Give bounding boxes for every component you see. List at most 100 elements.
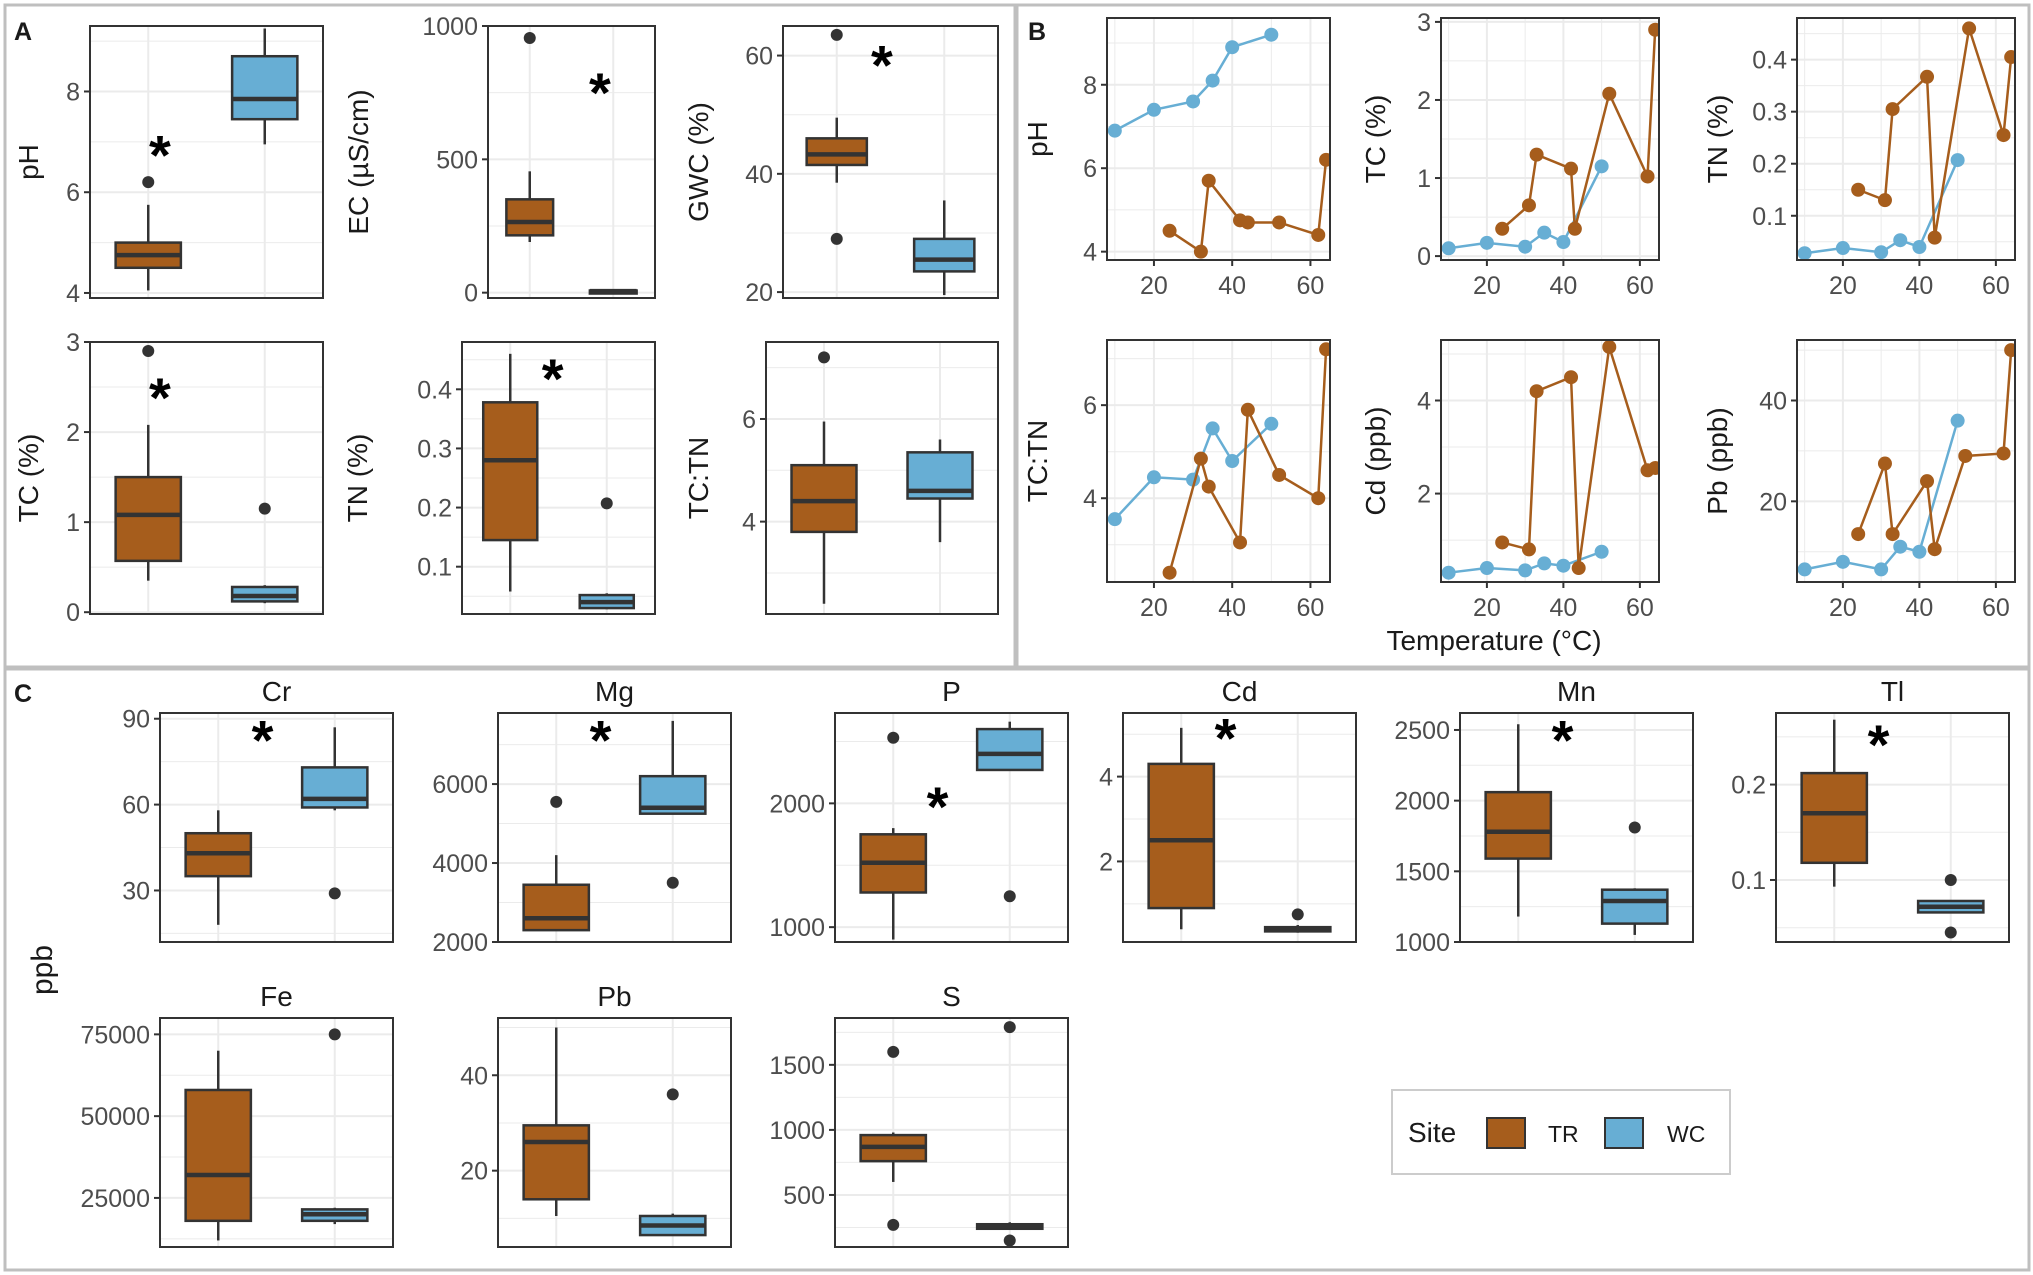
temperature-axis-label: Temperature (°C) <box>1386 625 1601 656</box>
facet-title: Mn <box>1557 676 1596 707</box>
box-wc <box>906 439 974 543</box>
y-tick-label: 2000 <box>432 929 488 957</box>
outlier-point <box>1003 890 1016 903</box>
y-tick-label: 0.2 <box>1752 151 1787 179</box>
y-tick-label: 1 <box>1417 165 1431 193</box>
box-tr <box>859 1045 928 1231</box>
data-point <box>1233 535 1248 550</box>
y-tick-label: 4 <box>1417 388 1431 416</box>
x-tick-label: 40 <box>1905 272 1933 300</box>
significance-star: * <box>149 123 171 186</box>
facet-title: Tl <box>1881 676 1904 707</box>
series-wc <box>1107 27 1279 138</box>
plot-border <box>1440 339 1660 583</box>
box-wc <box>1916 873 1985 939</box>
data-point <box>1319 152 1330 167</box>
plot-border <box>487 25 656 299</box>
legend-title: Site <box>1408 1117 1456 1148</box>
y-tick-label: 2000 <box>1394 788 1450 816</box>
x-tick-label: 60 <box>1626 272 1654 300</box>
x-tick-label: 20 <box>1473 594 1501 622</box>
data-point <box>1648 460 1659 475</box>
outlier-point <box>1628 821 1641 834</box>
outlier-point <box>550 795 563 808</box>
data-point <box>1264 416 1279 431</box>
y-tick-label: 4000 <box>432 850 488 878</box>
outlier-point <box>818 351 830 364</box>
y-tick-label: 20 <box>745 279 773 307</box>
legend-box <box>1391 1089 1731 1175</box>
y-tick-label: 6000 <box>432 771 488 799</box>
outlier-point <box>142 345 155 358</box>
chart-b-pb: 20 40 60 20 40 Pb (ppb) <box>1702 339 2016 622</box>
data-point <box>1495 535 1510 550</box>
y-tick-label: 1000 <box>769 914 825 942</box>
legend-label-tr: TR <box>1548 1121 1579 1147</box>
chart-c-pb: 20 40 Pb <box>460 981 732 1248</box>
data-point <box>1225 454 1240 468</box>
box-wc <box>230 28 299 145</box>
data-point <box>1571 561 1586 576</box>
y-axis-label: GWC (%) <box>683 102 714 222</box>
box-tr <box>184 810 253 925</box>
outlier-point <box>258 502 271 515</box>
outlier-point <box>887 731 900 744</box>
data-point <box>1594 544 1609 559</box>
data-point <box>1537 225 1552 240</box>
box-body <box>481 401 539 542</box>
box-tr <box>805 28 869 245</box>
data-point <box>1885 527 1900 542</box>
series-tr <box>1162 152 1330 259</box>
data-point <box>1186 94 1201 109</box>
plot-background <box>1797 340 2015 582</box>
outlier-point <box>328 887 341 900</box>
y-tick-label: 2000 <box>769 790 825 818</box>
y-tick-label: 2500 <box>1394 717 1450 745</box>
significance-star: * <box>149 366 171 429</box>
y-axis-label: Pb (ppb) <box>1702 407 1733 514</box>
outlier-point <box>830 232 843 245</box>
box-tr <box>1147 727 1216 930</box>
plot-border <box>497 712 732 943</box>
data-point <box>1835 241 1850 256</box>
series-tr <box>1851 21 2015 245</box>
chart-b-ph: 20 40 60 4 6 8 pH <box>1022 17 1331 300</box>
data-point <box>1521 542 1536 557</box>
significance-star: * <box>589 61 611 124</box>
y-tick-label: 0 <box>66 599 80 627</box>
x-tick-label: 20 <box>1829 272 1857 300</box>
outlier-point <box>1003 1021 1016 1034</box>
data-point <box>1479 235 1494 250</box>
plot-border <box>89 341 324 615</box>
data-point <box>1556 235 1571 250</box>
y-tick-label: 0.2 <box>417 495 452 523</box>
data-point <box>1920 69 1935 84</box>
significance-star: * <box>1552 709 1574 772</box>
data-point <box>1564 370 1579 385</box>
box-tr <box>184 1050 253 1241</box>
plot-border <box>89 25 324 299</box>
plot-background <box>1797 18 2015 260</box>
significance-star: * <box>871 34 893 97</box>
data-point <box>1479 561 1494 576</box>
data-point <box>1193 244 1208 259</box>
data-point <box>1893 233 1908 248</box>
x-tick-label: 20 <box>1140 594 1168 622</box>
y-axis-label: TN (%) <box>1702 95 1733 184</box>
significance-star: * <box>927 775 949 838</box>
plot-border <box>834 712 1069 943</box>
y-tick-label: 0.1 <box>417 554 452 582</box>
data-point <box>2004 343 2015 358</box>
box-body <box>975 727 1044 772</box>
box-tr <box>505 32 555 242</box>
plot-border <box>159 712 394 943</box>
box-wc <box>975 1021 1044 1247</box>
chart-c-mg: 2000 4000 6000 Mg* <box>432 676 732 957</box>
data-point <box>1272 467 1287 482</box>
chart-a-tctn: 4 6 TC:TN <box>683 341 999 615</box>
x-tick-label: 40 <box>1218 594 1246 622</box>
y-tick-label: 6 <box>66 179 80 207</box>
data-point <box>1521 198 1536 213</box>
plot-border <box>461 341 656 615</box>
data-point <box>1193 451 1208 466</box>
